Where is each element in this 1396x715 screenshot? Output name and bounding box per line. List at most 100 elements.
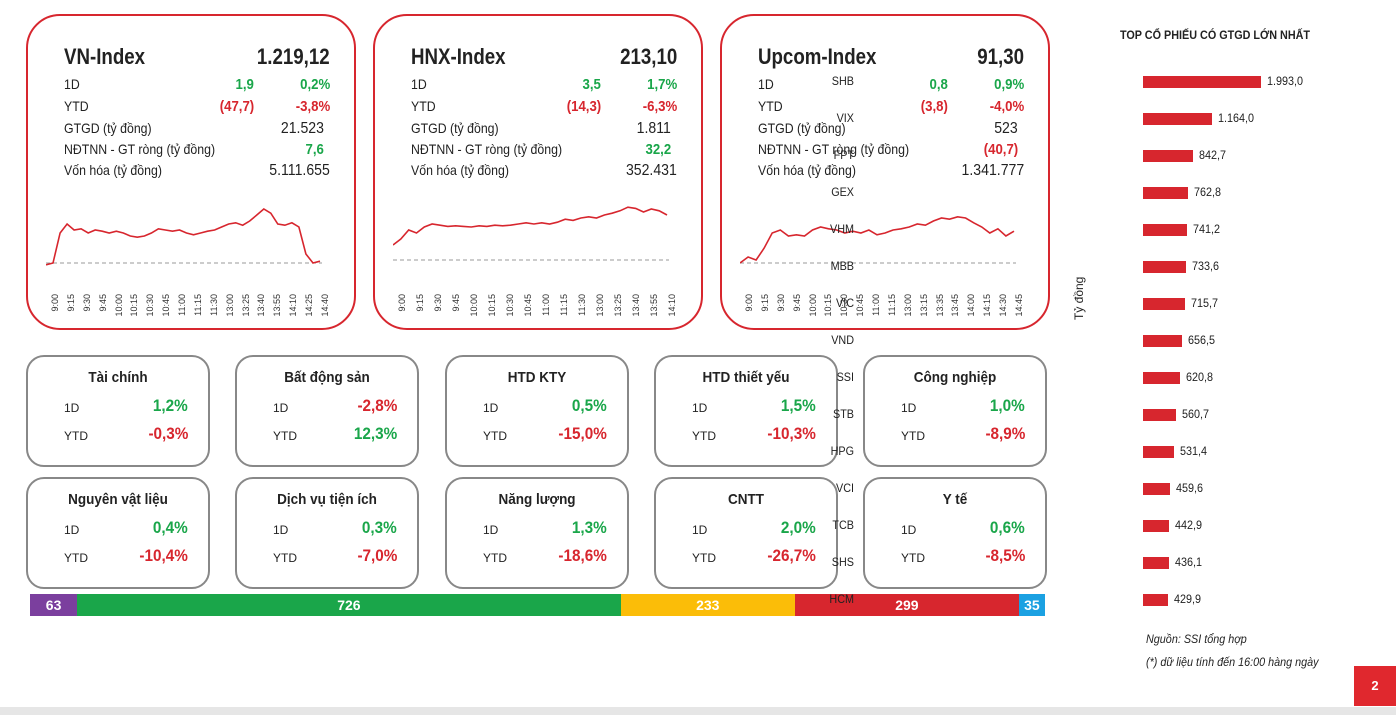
- row-label: 1D: [64, 76, 80, 92]
- time-tick: 13:55: [272, 294, 283, 317]
- bar-value-label: 436,1: [1174, 555, 1202, 569]
- y-axis-label: Tỷ đồng: [1072, 276, 1086, 320]
- sector-name: Bất động sản: [284, 369, 370, 386]
- time-axis: 9:00 9:15 9:30 9:45 10:00 10:15 10:30 10:45 11:0…: [46, 294, 330, 324]
- time-tick: 10:45: [523, 294, 533, 317]
- ytd-label: YTD: [64, 551, 88, 565]
- foreign-net-value: (40,7): [983, 141, 1018, 158]
- bar-value-label: 531,4: [1180, 444, 1208, 458]
- bar: [1143, 483, 1171, 495]
- d1-change: 1,2%: [153, 396, 188, 415]
- chart-title: TOP CỔ PHIẾU CÓ GTGD LỚN NHẤT: [1120, 28, 1311, 42]
- data-time-note: (*) dữ liệu tính đến 16:00 hàng ngày: [1146, 655, 1319, 669]
- time-tick: 14:25: [304, 294, 315, 317]
- d1-change: 2,0%: [781, 518, 816, 537]
- time-axis: 9:00 9:15 9:30 9:45 10:00 10:15 10:30 10:45 11:0…: [393, 294, 677, 324]
- bar-value-label: 459,6: [1176, 481, 1204, 495]
- bar-category: VND: [831, 333, 854, 347]
- bar-value-label: 1.164,0: [1217, 111, 1254, 125]
- change-value: 3,5: [582, 76, 601, 93]
- bar-category: GEX: [831, 185, 854, 199]
- time-tick: 10:15: [129, 294, 140, 317]
- change-percent: 0,2%: [299, 76, 330, 93]
- row-label: 1D: [411, 76, 427, 92]
- bar-category: VCI: [835, 481, 854, 495]
- sector-name: HTD thiết yếu: [702, 369, 790, 386]
- index-line: [46, 208, 321, 266]
- bar: [1143, 372, 1180, 384]
- time-tick: 9:15: [759, 294, 770, 312]
- time-tick: 9:30: [433, 294, 443, 312]
- bar-value-label: 442,9: [1175, 518, 1203, 532]
- time-tick: 9:00: [50, 294, 60, 312]
- sector-name: Y tế: [942, 491, 968, 508]
- time-tick: 14:00: [966, 294, 977, 317]
- breadth-segment: 233: [620, 594, 795, 616]
- change-percent: -3,8%: [295, 98, 330, 115]
- index-value: 213,10: [619, 44, 677, 69]
- ytd-label: YTD: [483, 551, 507, 565]
- bar-category: VIC: [835, 296, 854, 310]
- time-tick: 14:30: [998, 294, 1009, 317]
- time-tick: 13:55: [649, 294, 659, 317]
- intraday-line-chart: [393, 206, 669, 261]
- bar: [1143, 557, 1169, 569]
- ytd-change: -8,5%: [985, 546, 1025, 565]
- index-value: 1.219,12: [257, 44, 330, 69]
- d1-change: 0,3%: [362, 518, 397, 537]
- bar: [1143, 76, 1261, 88]
- breadth-segment: 299: [794, 594, 1019, 616]
- time-tick: 13:00: [902, 294, 913, 317]
- sector-name: Năng lượng: [498, 491, 576, 508]
- sector-card: Công nghiệp 1D YTD 1,0% -8,9%: [863, 355, 1047, 467]
- ytd-change: -18,6%: [558, 546, 607, 565]
- bar-category: SHB: [831, 74, 854, 88]
- bar: [1143, 446, 1175, 458]
- d1-label: 1D: [901, 523, 917, 537]
- sector-name: Nguyên vật liệu: [68, 491, 168, 508]
- market-breadth-bar: 63 726 233 299 35: [30, 594, 1045, 616]
- intraday-line-chart: [740, 215, 1016, 264]
- gtgd-value: 523: [994, 120, 1018, 137]
- bar-category: SHS: [831, 555, 854, 569]
- sector-card: CNTT 1D YTD 2,0% -26,7%: [654, 477, 838, 589]
- bar-category: STB: [832, 407, 854, 421]
- time-axis: 9:00 9:15 9:30 9:45 10:00 10:15 10:30 10:45 11:0…: [740, 294, 1024, 324]
- bar: [1143, 520, 1170, 532]
- bar: [1143, 335, 1182, 347]
- sector-name: Công nghiệp: [913, 369, 997, 386]
- ytd-change: -10,3%: [767, 424, 816, 443]
- change-value: (14,3): [566, 98, 601, 115]
- top-gtgd-chart: TOP CỔ PHIẾU CÓ GTGD LỚN NHẤT Tỷ đồng SH…: [829, 20, 1390, 620]
- time-tick: 9:45: [791, 294, 802, 312]
- bar-category: FPT: [833, 148, 854, 162]
- ytd-label: YTD: [901, 551, 925, 565]
- change-percent: 1,7%: [646, 76, 677, 93]
- time-tick: 10:45: [855, 294, 866, 317]
- change-percent: -4,0%: [989, 98, 1024, 115]
- d1-change: 0,6%: [990, 518, 1025, 537]
- bar: [1143, 261, 1187, 273]
- index-name: Upcom-Index: [758, 44, 877, 69]
- d1-change: 1,3%: [572, 518, 607, 537]
- d1-change: 0,5%: [572, 396, 607, 415]
- time-tick: 9:45: [97, 294, 108, 312]
- index-card: HNX-Index 213,10 1D 3,5 1,7% YTD (14,3) -6,3% GT…: [373, 14, 703, 330]
- time-tick: 10:15: [487, 294, 497, 317]
- d1-label: 1D: [692, 401, 708, 415]
- d1-change: 1,0%: [990, 396, 1025, 415]
- bar-value-label: 620,8: [1185, 370, 1213, 384]
- row-label: NĐTNN - GT ròng (tỷ đồng): [758, 141, 910, 157]
- time-tick: 11:30: [208, 294, 219, 316]
- sector-card: HTD KTY 1D YTD 0,5% -15,0%: [445, 355, 629, 467]
- row-label: NĐTNN - GT ròng (tỷ đồng): [64, 141, 216, 157]
- index-name: VN-Index: [64, 44, 146, 69]
- sector-card: Bất động sản 1D YTD -2,8% 12,3%: [235, 355, 419, 467]
- change-percent: 0,9%: [993, 76, 1024, 93]
- ytd-change: -26,7%: [767, 546, 816, 565]
- bar: [1143, 409, 1177, 421]
- index-card: VN-Index 1.219,12 1D 1,9 0,2% YTD (47,7) -3,8% G…: [26, 14, 356, 330]
- ytd-label: YTD: [692, 429, 716, 443]
- time-tick: 9:15: [415, 294, 425, 312]
- sector-card: Nguyên vật liệu 1D YTD 0,4% -10,4%: [26, 477, 210, 589]
